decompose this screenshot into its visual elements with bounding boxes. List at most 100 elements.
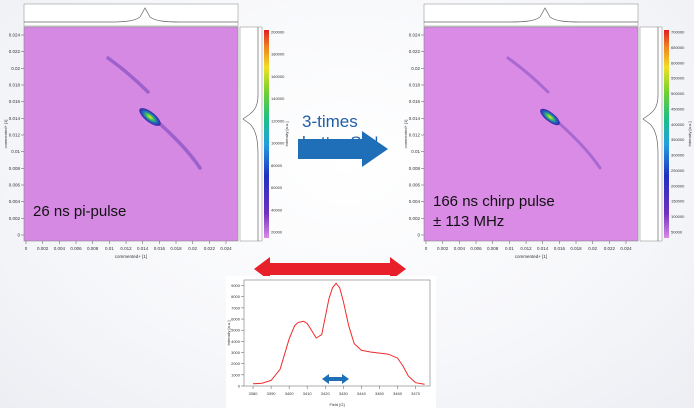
left-y-ticks: 0.024 0.022 0.02 0.018 0.016 0.014 0.012 0.01 0.… <box>9 33 24 238</box>
colorbar-tick-label: 350000 <box>671 137 685 142</box>
right-annotation-line2: ± 113 MHz <box>433 213 505 230</box>
colorbar-tick-label: 450000 <box>671 106 685 111</box>
colorbar-tick-label: 120000 <box>271 118 285 123</box>
colorbar-tick-label: 60000 <box>271 185 283 190</box>
y-tick-label: 0.02 <box>411 66 420 71</box>
y-tick-label: 0.008 <box>9 166 21 171</box>
spectrum-y-tick-label: 7000 <box>231 305 241 310</box>
spectrum-line <box>252 282 425 385</box>
spectrum-y-tick-label: 5000 <box>231 328 241 333</box>
y-tick-label: 0.01 <box>411 149 420 154</box>
x-tick-label: 0.01 <box>505 246 514 251</box>
right-colorbar-ticks: 700000 650000 600000 550000 500000 450000 4000… <box>671 30 685 235</box>
x-tick-label: 0.004 <box>454 246 466 251</box>
top-projection-line <box>24 7 238 23</box>
x-tick-label: 0.024 <box>620 246 632 251</box>
spectrum-y-tick-label: 3000 <box>231 350 241 355</box>
left-x-axis-label: commented+ [1] <box>115 254 147 259</box>
red-double-arrow <box>254 257 406 281</box>
y-tick-label: 0.024 <box>9 33 21 38</box>
y-tick-label: 0.004 <box>409 199 421 204</box>
spectrum-x-tick-label: 3410 <box>303 391 313 396</box>
spectrum-x-tick-label: 3420 <box>321 391 331 396</box>
x-tick-label: 0.004 <box>54 246 66 251</box>
x-tick-label: 0.018 <box>170 246 182 251</box>
y-tick-label: 0.012 <box>9 133 21 138</box>
colorbar-tick-label: 180000 <box>271 52 285 57</box>
x-tick-label: 0.006 <box>70 246 82 251</box>
x-tick-label: 0.012 <box>120 246 132 251</box>
x-tick-label: 0.008 <box>487 246 499 251</box>
spectrum-x-tick-label: 3470 <box>411 391 421 396</box>
spectrum-x-ticks: 3380 3390 3400 3410 3420 3430 3440 3450 3460 3470 <box>249 386 421 396</box>
x-tick-label: 0.014 <box>537 246 549 251</box>
spectrum-x-axis-label: Field [G] <box>329 402 344 407</box>
y-tick-label: 0.016 <box>409 99 421 104</box>
right-colorbar <box>664 30 669 238</box>
spectrum-y-tick-label: 8000 <box>231 294 241 299</box>
spectrum-plot: 3380 3390 3400 3410 3420 3430 3440 3450 3460 3470… <box>226 276 436 408</box>
x-tick-label: 0 <box>425 246 428 251</box>
y-tick-label: 0.006 <box>409 183 421 188</box>
x-tick-label: 0.016 <box>154 246 166 251</box>
x-tick-label: 0.024 <box>220 246 232 251</box>
right-2d-plot: 0 0.002 0.004 0.006 0.008 0.01 0.012 0.014 0.016… <box>403 3 692 259</box>
colorbar-tick-label: 300000 <box>671 153 685 158</box>
colorbar-tick-label: 100000 <box>271 141 285 146</box>
colorbar-tick-label: 700000 <box>671 30 685 35</box>
right-x-ticks: 0 0.002 0.004 0.006 0.008 0.01 0.012 0.014 0.016… <box>425 241 632 251</box>
x-tick-label: 0.014 <box>137 246 149 251</box>
spectrum-y-tick-label: 1000 <box>231 372 241 377</box>
spectrum-y-ticks: 9000 8000 7000 6000 5000 4000 3000 2000 1000 0 <box>231 283 244 389</box>
y-tick-label: 0.014 <box>409 116 421 121</box>
x-tick-label: 0.016 <box>554 246 566 251</box>
x-tick-label: 0.02 <box>188 246 197 251</box>
x-tick-label: 0.022 <box>204 246 216 251</box>
y-tick-label: 0.016 <box>9 99 21 104</box>
y-tick-label: 0.014 <box>9 116 21 121</box>
x-tick-label: 0.008 <box>87 246 99 251</box>
colorbar-tick-label: 200000 <box>671 183 685 188</box>
y-tick-label: 0.018 <box>9 83 21 88</box>
x-tick-label: 0 <box>25 246 28 251</box>
comparison-text-line1: 3-times <box>302 112 358 131</box>
spectrum-x-tick-label: 3440 <box>357 391 367 396</box>
blue-double-arrow <box>322 374 349 384</box>
y-tick-label: 0.01 <box>11 149 20 154</box>
spectrum-x-tick-label: 3390 <box>267 391 277 396</box>
y-tick-label: 0.024 <box>409 33 421 38</box>
colorbar-tick-label: 40000 <box>271 207 283 212</box>
spectrum-x-tick-label: 3380 <box>249 391 259 396</box>
y-tick-label: 0.022 <box>9 49 21 54</box>
spectrum-y-tick-label: 6000 <box>231 317 241 322</box>
x-tick-label: 0.018 <box>570 246 582 251</box>
spectrum-x-tick-label: 3450 <box>375 391 385 396</box>
colorbar-tick-label: 150000 <box>671 199 685 204</box>
y-tick-label: 0 <box>417 233 420 238</box>
spectrum-y-tick-label: 0 <box>238 384 241 389</box>
colorbar-tick-label: 400000 <box>671 122 685 127</box>
right-y-axis-label: commented+ [1] <box>403 120 408 149</box>
colorbar-tick-label: 100000 <box>671 214 685 219</box>
left-colorbar-ticks: 200000 180000 160000 140000 120000 100000 8000… <box>271 30 285 235</box>
y-tick-label: 0 <box>17 233 20 238</box>
colorbar-tick-label: 250000 <box>671 168 685 173</box>
left-annotation: 26 ns pi-pulse <box>33 203 127 220</box>
x-tick-label: 0.002 <box>437 246 449 251</box>
colorbar-tick-label: 200000 <box>271 30 285 35</box>
y-tick-label: 0.008 <box>409 166 421 171</box>
spectrum-x-tick-label: 3460 <box>393 391 403 396</box>
colorbar-tick-label: 160000 <box>271 74 285 79</box>
right-peak <box>540 108 560 126</box>
spectrum-axes-frame <box>243 279 431 387</box>
x-tick-label: 0.022 <box>604 246 616 251</box>
colorbar-tick-label: 80000 <box>271 163 283 168</box>
right-x-axis-label: commented+ [1] <box>515 254 547 259</box>
left-2d-plot: 0 0.002 0.004 0.006 0.008 0.01 0.012 0.014 0.016… <box>3 3 289 259</box>
y-tick-label: 0.002 <box>409 216 421 221</box>
spectrum-y-tick-label: 9000 <box>231 283 241 288</box>
y-tick-label: 0.002 <box>9 216 21 221</box>
colorbar-tick-label: 50000 <box>671 230 683 235</box>
left-colorbar-label: Intensity [a.u.] <box>284 122 289 147</box>
y-tick-label: 0.02 <box>11 66 20 71</box>
